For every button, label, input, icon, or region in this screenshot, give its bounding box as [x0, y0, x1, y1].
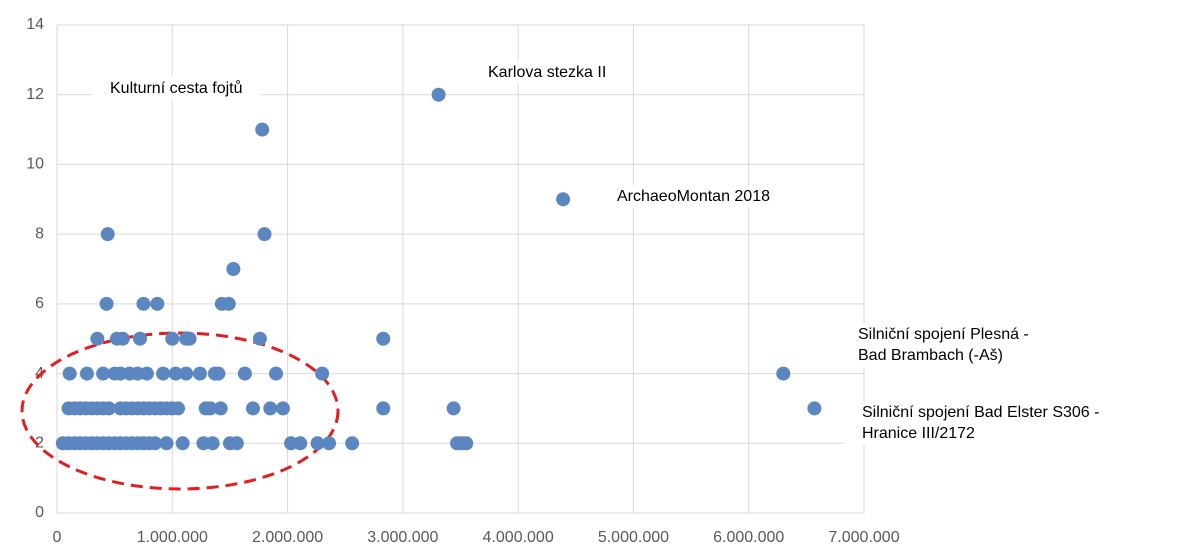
point — [101, 401, 116, 416]
point — [376, 331, 391, 346]
point — [62, 366, 77, 381]
annotation-box — [92, 76, 261, 101]
point — [136, 296, 151, 311]
x-tick-label: 4.000.000 — [483, 529, 554, 546]
point — [99, 296, 114, 311]
annotation: Silniční spojení Bad Elster S306 - — [862, 404, 1099, 421]
point — [175, 436, 190, 451]
point — [226, 262, 241, 276]
annotation-box — [844, 422, 994, 446]
y-tick-label: 6 — [35, 295, 44, 312]
point — [139, 366, 154, 381]
point — [556, 192, 571, 207]
point — [322, 436, 337, 451]
point — [147, 436, 162, 451]
x-tick-label: 2.000.000 — [252, 529, 323, 546]
point — [179, 366, 194, 381]
point — [168, 366, 183, 381]
point — [446, 401, 461, 416]
annotation-box — [599, 185, 789, 209]
y-tick-label: 12 — [26, 86, 44, 103]
point — [171, 401, 186, 416]
point — [165, 331, 180, 346]
point — [159, 436, 174, 451]
point — [96, 366, 111, 381]
annotation-box — [844, 401, 1118, 425]
point — [459, 436, 474, 451]
point — [192, 366, 207, 381]
point — [263, 401, 278, 416]
annotation-box — [470, 61, 625, 85]
annotation: Silniční spojení Plesná - — [858, 326, 1029, 343]
y-tick-label: 8 — [35, 225, 44, 242]
point — [807, 401, 822, 416]
y-tick-label: 2 — [35, 435, 44, 452]
point — [203, 401, 218, 416]
point — [293, 436, 308, 451]
point — [150, 296, 165, 311]
point — [310, 436, 325, 451]
point — [345, 436, 360, 451]
x-tick-label: 5.000.000 — [598, 529, 669, 546]
point — [115, 331, 130, 346]
points — [55, 87, 822, 451]
annotation: Karlova stezka II — [488, 64, 606, 81]
annotation-box — [840, 323, 1047, 347]
point — [79, 366, 94, 381]
point — [213, 401, 228, 416]
point — [376, 401, 391, 416]
point — [776, 366, 791, 381]
point — [156, 366, 171, 381]
point — [252, 331, 267, 346]
point — [431, 87, 446, 102]
x-tick-label: 0 — [53, 529, 62, 546]
highlight-ellipse — [20, 331, 340, 491]
point — [255, 122, 270, 137]
annotation: ArchaeoMontan 2018 — [617, 188, 770, 205]
point — [237, 366, 252, 381]
y-tick-label: 14 — [26, 16, 44, 33]
point — [182, 331, 197, 346]
annotation: Bad Brambach (-Aš) — [858, 347, 1003, 364]
annotation: Hranice III/2172 — [862, 425, 975, 442]
point — [275, 401, 290, 416]
point — [133, 331, 148, 346]
point — [269, 366, 284, 381]
point — [211, 366, 226, 381]
point — [229, 436, 244, 451]
point — [100, 227, 115, 242]
y-tick-label: 0 — [35, 504, 44, 521]
y-tick-label: 10 — [26, 156, 44, 173]
point — [315, 366, 330, 381]
point — [257, 227, 272, 242]
x-tick-label: 6.000.000 — [713, 529, 784, 546]
annotations: Kulturní cesta fojtů Karlova stezka II Arc… — [92, 61, 1118, 446]
x-tick-label: 7.000.000 — [828, 529, 899, 546]
grid — [56, 24, 865, 514]
x-tick-label: 3.000.000 — [367, 529, 438, 546]
point — [90, 331, 105, 346]
point — [205, 436, 220, 451]
annotation-box — [840, 344, 1021, 368]
point — [221, 296, 236, 311]
annotation: Kulturní cesta fojtů — [110, 79, 243, 97]
point — [245, 401, 260, 416]
x-tick-label: 1.000.000 — [137, 529, 208, 546]
